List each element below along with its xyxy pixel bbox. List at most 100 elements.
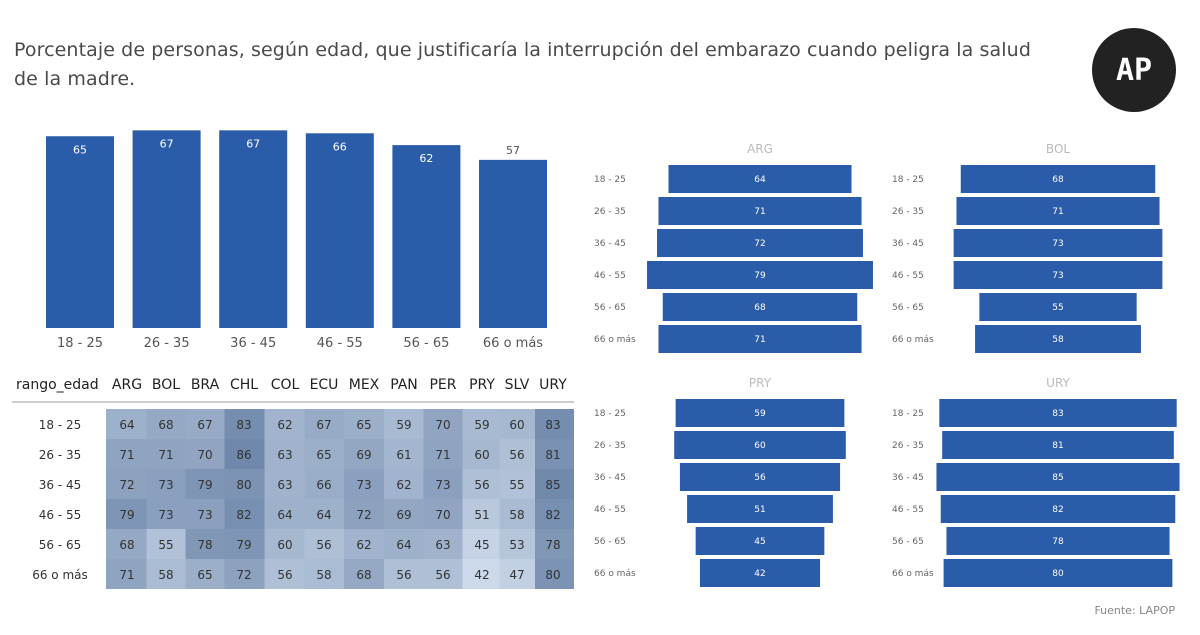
heatmap-column-label: ARG <box>112 377 142 393</box>
heatmap-cell-value: 64 <box>316 508 331 522</box>
heatmap-cell <box>185 469 225 499</box>
funnel-category-label: 18 - 25 <box>892 409 924 419</box>
heatmap-cell-value: 71 <box>119 448 134 462</box>
funnel-category-label: 26 - 35 <box>892 207 924 217</box>
bar <box>479 159 547 328</box>
heatmap-cell-value: 63 <box>277 478 292 492</box>
funnel-category-label: 18 - 25 <box>892 175 924 185</box>
funnel-bar <box>942 431 1174 459</box>
heatmap-cell-value: 59 <box>396 418 411 432</box>
heatmap-cell <box>535 409 574 439</box>
heatmap-cell <box>423 529 463 559</box>
heatmap-cell <box>535 499 574 529</box>
heatmap-cell <box>384 499 424 529</box>
heatmap-cell <box>185 499 225 529</box>
heatmap-cell <box>535 559 574 589</box>
bar <box>305 133 374 328</box>
heatmap-cell-value: 72 <box>236 568 251 582</box>
heatmap-cell <box>264 409 305 439</box>
funnel-bar-value: 85 <box>1052 473 1063 483</box>
heatmap-cell <box>264 529 305 559</box>
funnel-bar <box>960 165 1156 193</box>
heatmap-cell-value: 78 <box>197 538 212 552</box>
funnel-bar-value: 79 <box>754 271 766 281</box>
funnel-category-label: 66 o más <box>594 335 636 345</box>
heatmap-cell-value: 60 <box>277 538 292 552</box>
heatmap-cell-value: 47 <box>509 568 524 582</box>
heatmap-cell <box>462 469 500 499</box>
funnel-bar <box>953 229 1163 257</box>
panel-title: BOL <box>1046 142 1070 156</box>
heatmap-cell <box>224 499 265 529</box>
funnel-bar <box>943 559 1173 587</box>
funnel-bar <box>668 165 852 193</box>
heatmap-cell <box>344 469 384 499</box>
heatmap-cell-value: 53 <box>509 538 524 552</box>
heatmap-cell <box>344 409 384 439</box>
funnel-category-label: 56 - 65 <box>594 537 626 547</box>
heatmap-cell <box>384 529 424 559</box>
heatmap-cell <box>185 529 225 559</box>
heatmap-cell-value: 71 <box>158 448 173 462</box>
heatmap-cell <box>499 529 535 559</box>
heatmap-column-label: URY <box>539 377 567 393</box>
heatmap-cell <box>462 559 500 589</box>
funnel-category-label: 66 o más <box>594 569 636 579</box>
funnel-bar-value: 56 <box>754 473 766 483</box>
funnel-category-label: 36 - 45 <box>594 473 626 483</box>
bar-value-label: 62 <box>419 152 433 165</box>
funnel-category-label: 56 - 65 <box>892 537 924 547</box>
heatmap-cell-value: 65 <box>356 418 371 432</box>
funnel-bar <box>956 197 1160 225</box>
heatmap-cell <box>344 529 384 559</box>
heatmap-column-label: COL <box>271 377 300 393</box>
heatmap-cell-value: 56 <box>474 478 489 492</box>
bar <box>46 136 114 328</box>
heatmap-cell <box>462 499 500 529</box>
heatmap-cell <box>423 409 463 439</box>
bar-value-label: 65 <box>73 143 87 156</box>
heatmap-cell-value: 64 <box>277 508 292 522</box>
funnel-bar-value: 71 <box>754 335 765 345</box>
panel-title: URY <box>1046 376 1070 390</box>
heatmap-cell <box>423 469 463 499</box>
funnel-bar-value: 81 <box>1052 441 1063 451</box>
funnel-bar-value: 72 <box>754 239 765 249</box>
funnel-category-label: 46 - 55 <box>892 271 924 281</box>
funnel-category-label: 36 - 45 <box>892 473 924 483</box>
heatmap-cell <box>146 529 186 559</box>
heatmap-cell-value: 72 <box>119 478 134 492</box>
heatmap-cell <box>224 559 265 589</box>
heatmap-cell <box>304 559 344 589</box>
heatmap-cell <box>499 559 535 589</box>
heatmap-column-label: SLV <box>505 377 530 393</box>
funnel-bar-value: 59 <box>754 409 766 419</box>
heatmap-cell-value: 83 <box>545 418 560 432</box>
heatmap-cell-value: 68 <box>158 418 173 432</box>
heatmap-cell <box>304 469 344 499</box>
funnel-bar <box>658 197 862 225</box>
funnel-category-label: 26 - 35 <box>594 207 626 217</box>
heatmap-cell-value: 73 <box>356 478 371 492</box>
x-tick-label: 66 o más <box>483 336 543 351</box>
heatmap-cell-value: 60 <box>474 448 489 462</box>
heatmap-column-label: ECU <box>310 377 339 393</box>
funnel-category-label: 56 - 65 <box>892 303 924 313</box>
heatmap-cell <box>499 409 535 439</box>
heatmap-row-header: rango_edad <box>16 377 99 393</box>
heatmap-cell-value: 70 <box>435 508 450 522</box>
heatmap-cell <box>423 499 463 529</box>
heatmap-cell-value: 65 <box>316 448 331 462</box>
heatmap-cell <box>384 439 424 469</box>
funnel-bar-value: 71 <box>1052 207 1063 217</box>
funnel-category-label: 36 - 45 <box>594 239 626 249</box>
bar-value-label: 67 <box>246 137 260 150</box>
heatmap-cell-value: 71 <box>435 448 450 462</box>
funnel-category-label: 26 - 35 <box>892 441 924 451</box>
funnel-bar-value: 58 <box>1052 335 1064 345</box>
funnel-bar <box>687 495 833 523</box>
heatmap-cell-value: 56 <box>277 568 292 582</box>
heatmap-cell <box>304 409 344 439</box>
heatmap-cell-value: 56 <box>396 568 411 582</box>
funnel-bar-value: 71 <box>754 207 765 217</box>
